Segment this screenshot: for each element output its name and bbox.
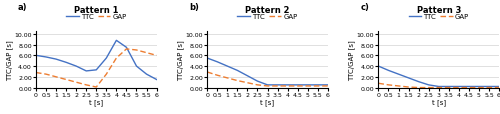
Legend: TTC, GAP: TTC, GAP (408, 14, 469, 20)
TTC (416, 81, 422, 83)
TTC (436, 86, 442, 87)
GAP (124, 49, 130, 50)
TTC (214, 62, 220, 63)
TTC (456, 86, 462, 87)
GAP (396, 86, 402, 87)
TTC (204, 58, 210, 59)
Line: TTC: TTC (378, 66, 499, 87)
TTC (94, 70, 100, 71)
TTC (486, 86, 492, 87)
GAP (496, 87, 500, 88)
GAP (224, 78, 230, 79)
GAP (94, 87, 100, 88)
GAP (134, 50, 140, 51)
TTC (496, 86, 500, 87)
Legend: TTC, GAP: TTC, GAP (66, 14, 126, 20)
GAP (456, 87, 462, 88)
GAP (376, 83, 382, 84)
GAP (204, 72, 210, 73)
TTC (446, 86, 452, 87)
TTC (73, 66, 79, 67)
TTC (114, 40, 119, 42)
TTC (63, 62, 69, 63)
GAP (114, 58, 119, 59)
X-axis label: t [s]: t [s] (260, 98, 274, 105)
Line: TTC: TTC (207, 58, 328, 85)
TTC (83, 71, 89, 72)
GAP (325, 86, 331, 87)
X-axis label: t [s]: t [s] (89, 98, 104, 105)
GAP (446, 87, 452, 88)
TTC (476, 86, 482, 87)
GAP (214, 75, 220, 76)
TTC (264, 84, 270, 86)
GAP (33, 72, 39, 74)
GAP (476, 87, 482, 88)
Text: a): a) (18, 3, 28, 12)
GAP (144, 53, 150, 54)
GAP (244, 82, 250, 84)
GAP (154, 55, 160, 57)
TTC (386, 70, 392, 71)
Text: c): c) (360, 3, 369, 12)
TTC (234, 70, 240, 71)
GAP (386, 84, 392, 86)
GAP (63, 79, 69, 80)
TTC (406, 78, 411, 79)
TTC (284, 84, 290, 86)
GAP (104, 74, 110, 75)
TTC (154, 79, 160, 80)
Line: GAP: GAP (378, 84, 499, 88)
GAP (234, 80, 240, 82)
TTC (144, 74, 150, 75)
Title: Pattern 2: Pattern 2 (245, 6, 290, 15)
GAP (406, 87, 411, 88)
GAP (294, 86, 300, 87)
GAP (254, 84, 260, 86)
Y-axis label: TTC/GAP [s]: TTC/GAP [s] (178, 40, 184, 80)
TTC (325, 84, 331, 86)
TTC (274, 84, 280, 86)
GAP (284, 86, 290, 87)
GAP (314, 86, 320, 87)
TTC (304, 84, 310, 86)
TTC (43, 57, 49, 58)
TTC (244, 75, 250, 77)
GAP (416, 87, 422, 88)
GAP (264, 86, 270, 87)
GAP (43, 74, 49, 75)
TTC (426, 84, 432, 86)
TTC (376, 66, 382, 67)
GAP (304, 86, 310, 87)
Line: GAP: GAP (36, 49, 156, 87)
TTC (224, 66, 230, 67)
TTC (314, 84, 320, 86)
TTC (396, 74, 402, 75)
Line: TTC: TTC (36, 41, 156, 80)
X-axis label: t [s]: t [s] (432, 98, 446, 105)
TTC (254, 81, 260, 82)
GAP (466, 87, 472, 88)
GAP (486, 87, 492, 88)
Line: GAP: GAP (207, 72, 328, 86)
TTC (53, 59, 59, 60)
Text: b): b) (189, 3, 199, 12)
Y-axis label: TTC/GAP [s]: TTC/GAP [s] (6, 40, 13, 80)
GAP (83, 84, 89, 86)
TTC (134, 66, 140, 67)
TTC (124, 47, 130, 49)
TTC (104, 58, 110, 59)
TTC (33, 55, 39, 57)
Title: Pattern 3: Pattern 3 (416, 6, 461, 15)
Title: Pattern 1: Pattern 1 (74, 6, 118, 15)
GAP (436, 87, 442, 88)
GAP (73, 82, 79, 83)
TTC (294, 84, 300, 86)
GAP (53, 76, 59, 78)
GAP (426, 87, 432, 88)
TTC (466, 86, 472, 87)
Y-axis label: TTC/GAP [s]: TTC/GAP [s] (348, 40, 356, 80)
Legend: TTC, GAP: TTC, GAP (238, 14, 298, 20)
GAP (274, 86, 280, 87)
